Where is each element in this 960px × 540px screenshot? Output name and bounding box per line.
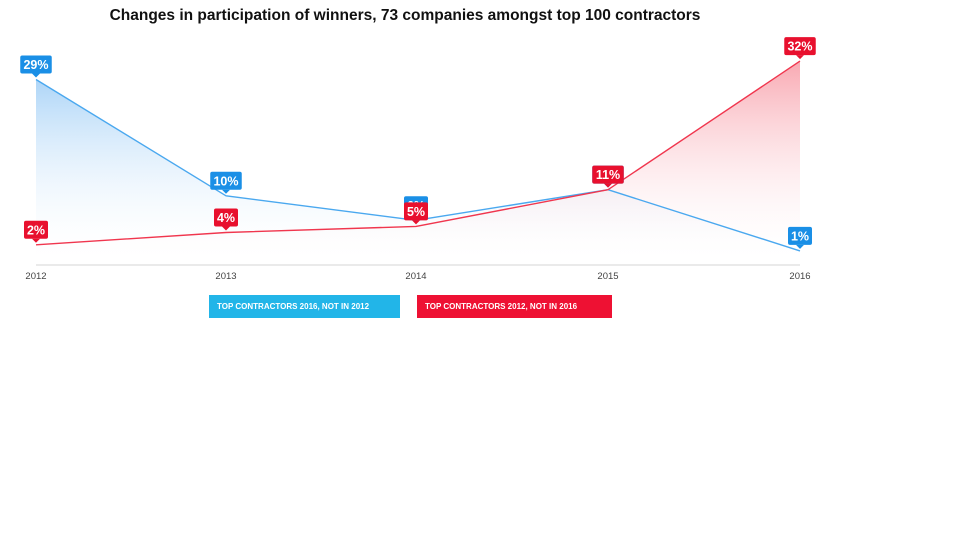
data-label-red-2012: 2%	[24, 220, 48, 243]
data-label-red-2013: 4%	[214, 208, 238, 231]
data-label-box	[788, 226, 812, 245]
data-label-blue-2016: 1%	[788, 226, 812, 249]
data-label-pointer	[32, 238, 40, 243]
data-label-text: 32%	[787, 40, 812, 54]
data-label-pointer	[32, 73, 40, 78]
chart-title: Changes in participation of winners, 73 …	[109, 7, 701, 24]
x-axis-ticks: 2012 2013 2014 2015 2016	[25, 271, 810, 282]
data-label-box	[24, 220, 48, 239]
series-area-red	[36, 61, 800, 257]
data-label-pointer	[222, 226, 230, 231]
data-label-red-2016: 32%	[784, 37, 816, 60]
data-label-box	[214, 208, 238, 227]
x-tick-2014: 2014	[405, 271, 426, 282]
data-label-blue-2012: 29%	[20, 55, 52, 78]
x-tick-2016: 2016	[789, 271, 810, 282]
data-label-box	[404, 202, 428, 221]
data-label-blue-2013: 10%	[210, 171, 242, 194]
data-label-text: 11%	[596, 168, 620, 182]
data-labels: 29%10%6%11%1%2%4%5%11%32%	[20, 37, 816, 249]
data-label-pointer	[412, 220, 420, 225]
series-areas	[36, 61, 800, 257]
legend-item-red: TOP CONTRACTORS 2012, NOT IN 2016	[417, 295, 612, 318]
data-label-box	[210, 171, 242, 190]
data-label-red-2014: 5%	[404, 202, 428, 225]
data-label-pointer	[796, 55, 804, 60]
x-tick-2012: 2012	[25, 271, 46, 282]
series-line-red	[35, 60, 801, 246]
data-label-text: 29%	[23, 58, 48, 72]
data-label-text: 5%	[407, 205, 425, 219]
data-label-pointer	[604, 183, 612, 188]
data-label-box	[20, 55, 52, 74]
x-tick-2013: 2013	[215, 271, 236, 282]
data-label-pointer	[796, 244, 804, 249]
data-label-text: 10%	[213, 174, 238, 188]
data-label-box	[784, 37, 816, 56]
data-label-text: 1%	[791, 229, 809, 243]
x-tick-2015: 2015	[597, 271, 618, 282]
data-label-red-2015: 11%	[592, 165, 624, 188]
data-label-box	[592, 165, 624, 184]
data-label-text: 4%	[217, 211, 235, 225]
data-label-text: 2%	[27, 223, 45, 237]
legend-item-blue: TOP CONTRACTORS 2016, NOT IN 2012	[209, 295, 400, 318]
data-label-pointer	[222, 189, 230, 194]
